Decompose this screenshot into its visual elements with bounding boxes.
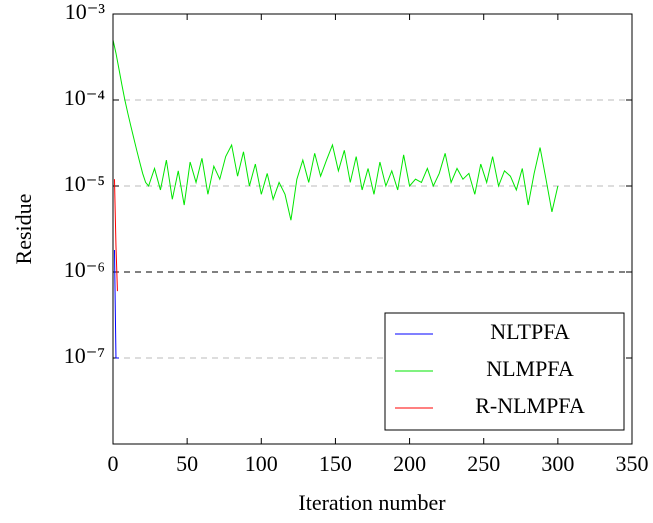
- x-axis-label: Iteration number: [298, 490, 446, 515]
- x-tick-label: 350: [616, 451, 649, 476]
- x-tick-label: 100: [245, 451, 278, 476]
- legend-label: NLTPFA: [490, 319, 570, 344]
- x-tick-label: 50: [176, 451, 198, 476]
- y-tick-label: 10⁻⁵: [64, 171, 105, 196]
- y-tick-label: 10⁻³: [65, 0, 106, 24]
- series-line: [113, 179, 118, 292]
- y-tick-label: 10⁻⁷: [64, 343, 105, 368]
- y-tick-label: 10⁻⁴: [64, 85, 106, 110]
- x-tick-label: 250: [467, 451, 500, 476]
- plot-frame: [112, 13, 633, 445]
- legend-label: NLMPFA: [486, 356, 574, 381]
- series-line: [113, 250, 119, 359]
- x-tick-label: 150: [319, 451, 352, 476]
- x-tick-label: 300: [541, 451, 574, 476]
- legend: NLTPFA NLMPFA R-NLMPFA: [384, 312, 625, 431]
- legend-label: R-NLMPFA: [475, 393, 585, 418]
- y-tick-label: 10⁻⁶: [64, 257, 105, 282]
- series-line: [112, 39, 559, 221]
- x-tick-label: 0: [108, 451, 119, 476]
- x-tick-label: 200: [393, 451, 426, 476]
- y-axis-label: Residue: [11, 194, 36, 265]
